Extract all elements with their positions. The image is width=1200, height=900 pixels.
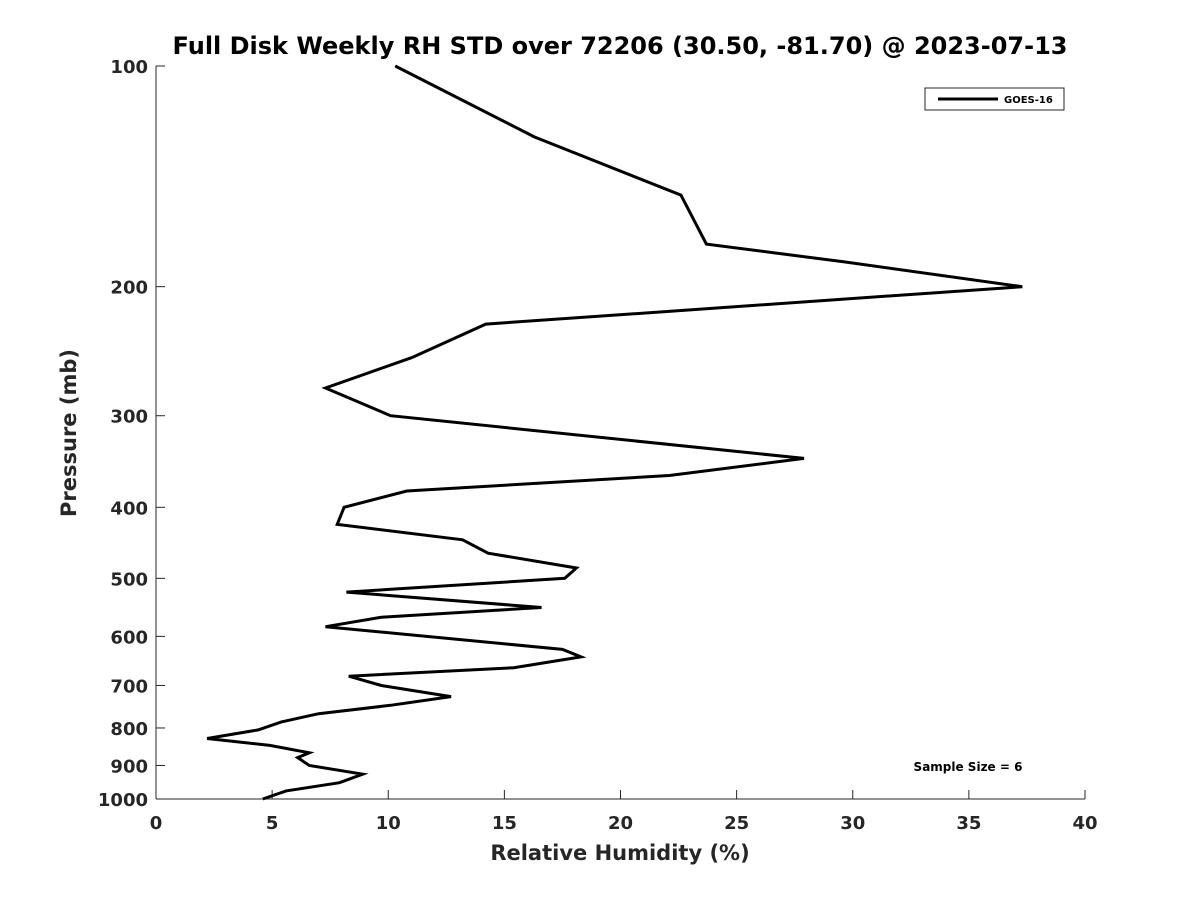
series-layer [206, 64, 1023, 801]
x-tick-label: 20 [608, 813, 633, 834]
y-tick-label: 800 [110, 719, 148, 740]
x-ticks: 0 5 10 15 20 25 30 35 40 [150, 790, 1098, 834]
x-tick-label: 25 [724, 813, 749, 834]
y-tick-label: 900 [110, 756, 148, 777]
legend: GOES-16 [924, 87, 1065, 111]
x-tick-label: 30 [840, 813, 865, 834]
x-tick-label: 15 [492, 813, 517, 834]
y-tick-label: 100 [110, 57, 148, 78]
x-tick-label: 0 [150, 813, 163, 834]
y-axis-label: Pressure (mb) [57, 349, 81, 517]
x-tick-label: 10 [376, 813, 401, 834]
series-line-goes-16 [206, 64, 1023, 801]
sample-size-annotation: Sample Size = 6 [914, 760, 1023, 774]
y-tick-label: 300 [110, 407, 148, 428]
x-tick-label: 5 [266, 813, 279, 834]
y-tick-label: 700 [110, 676, 148, 697]
chart-title: Full Disk Weekly RH STD over 72206 (30.5… [173, 32, 1068, 60]
legend-entry-goes-16: GOES-16 [1004, 95, 1053, 106]
x-tick-label: 35 [956, 813, 981, 834]
y-tick-label: 400 [110, 498, 148, 519]
y-ticks: 100 200 300 400 500 600 700 800 900 1000 [98, 57, 165, 811]
y-tick-label: 600 [110, 627, 148, 648]
x-tick-label: 40 [1072, 813, 1097, 834]
y-tick-label: 200 [110, 278, 148, 299]
x-axis-label: Relative Humidity (%) [490, 841, 749, 865]
y-tick-label: 500 [110, 569, 148, 590]
y-tick-label: 1000 [98, 790, 148, 811]
